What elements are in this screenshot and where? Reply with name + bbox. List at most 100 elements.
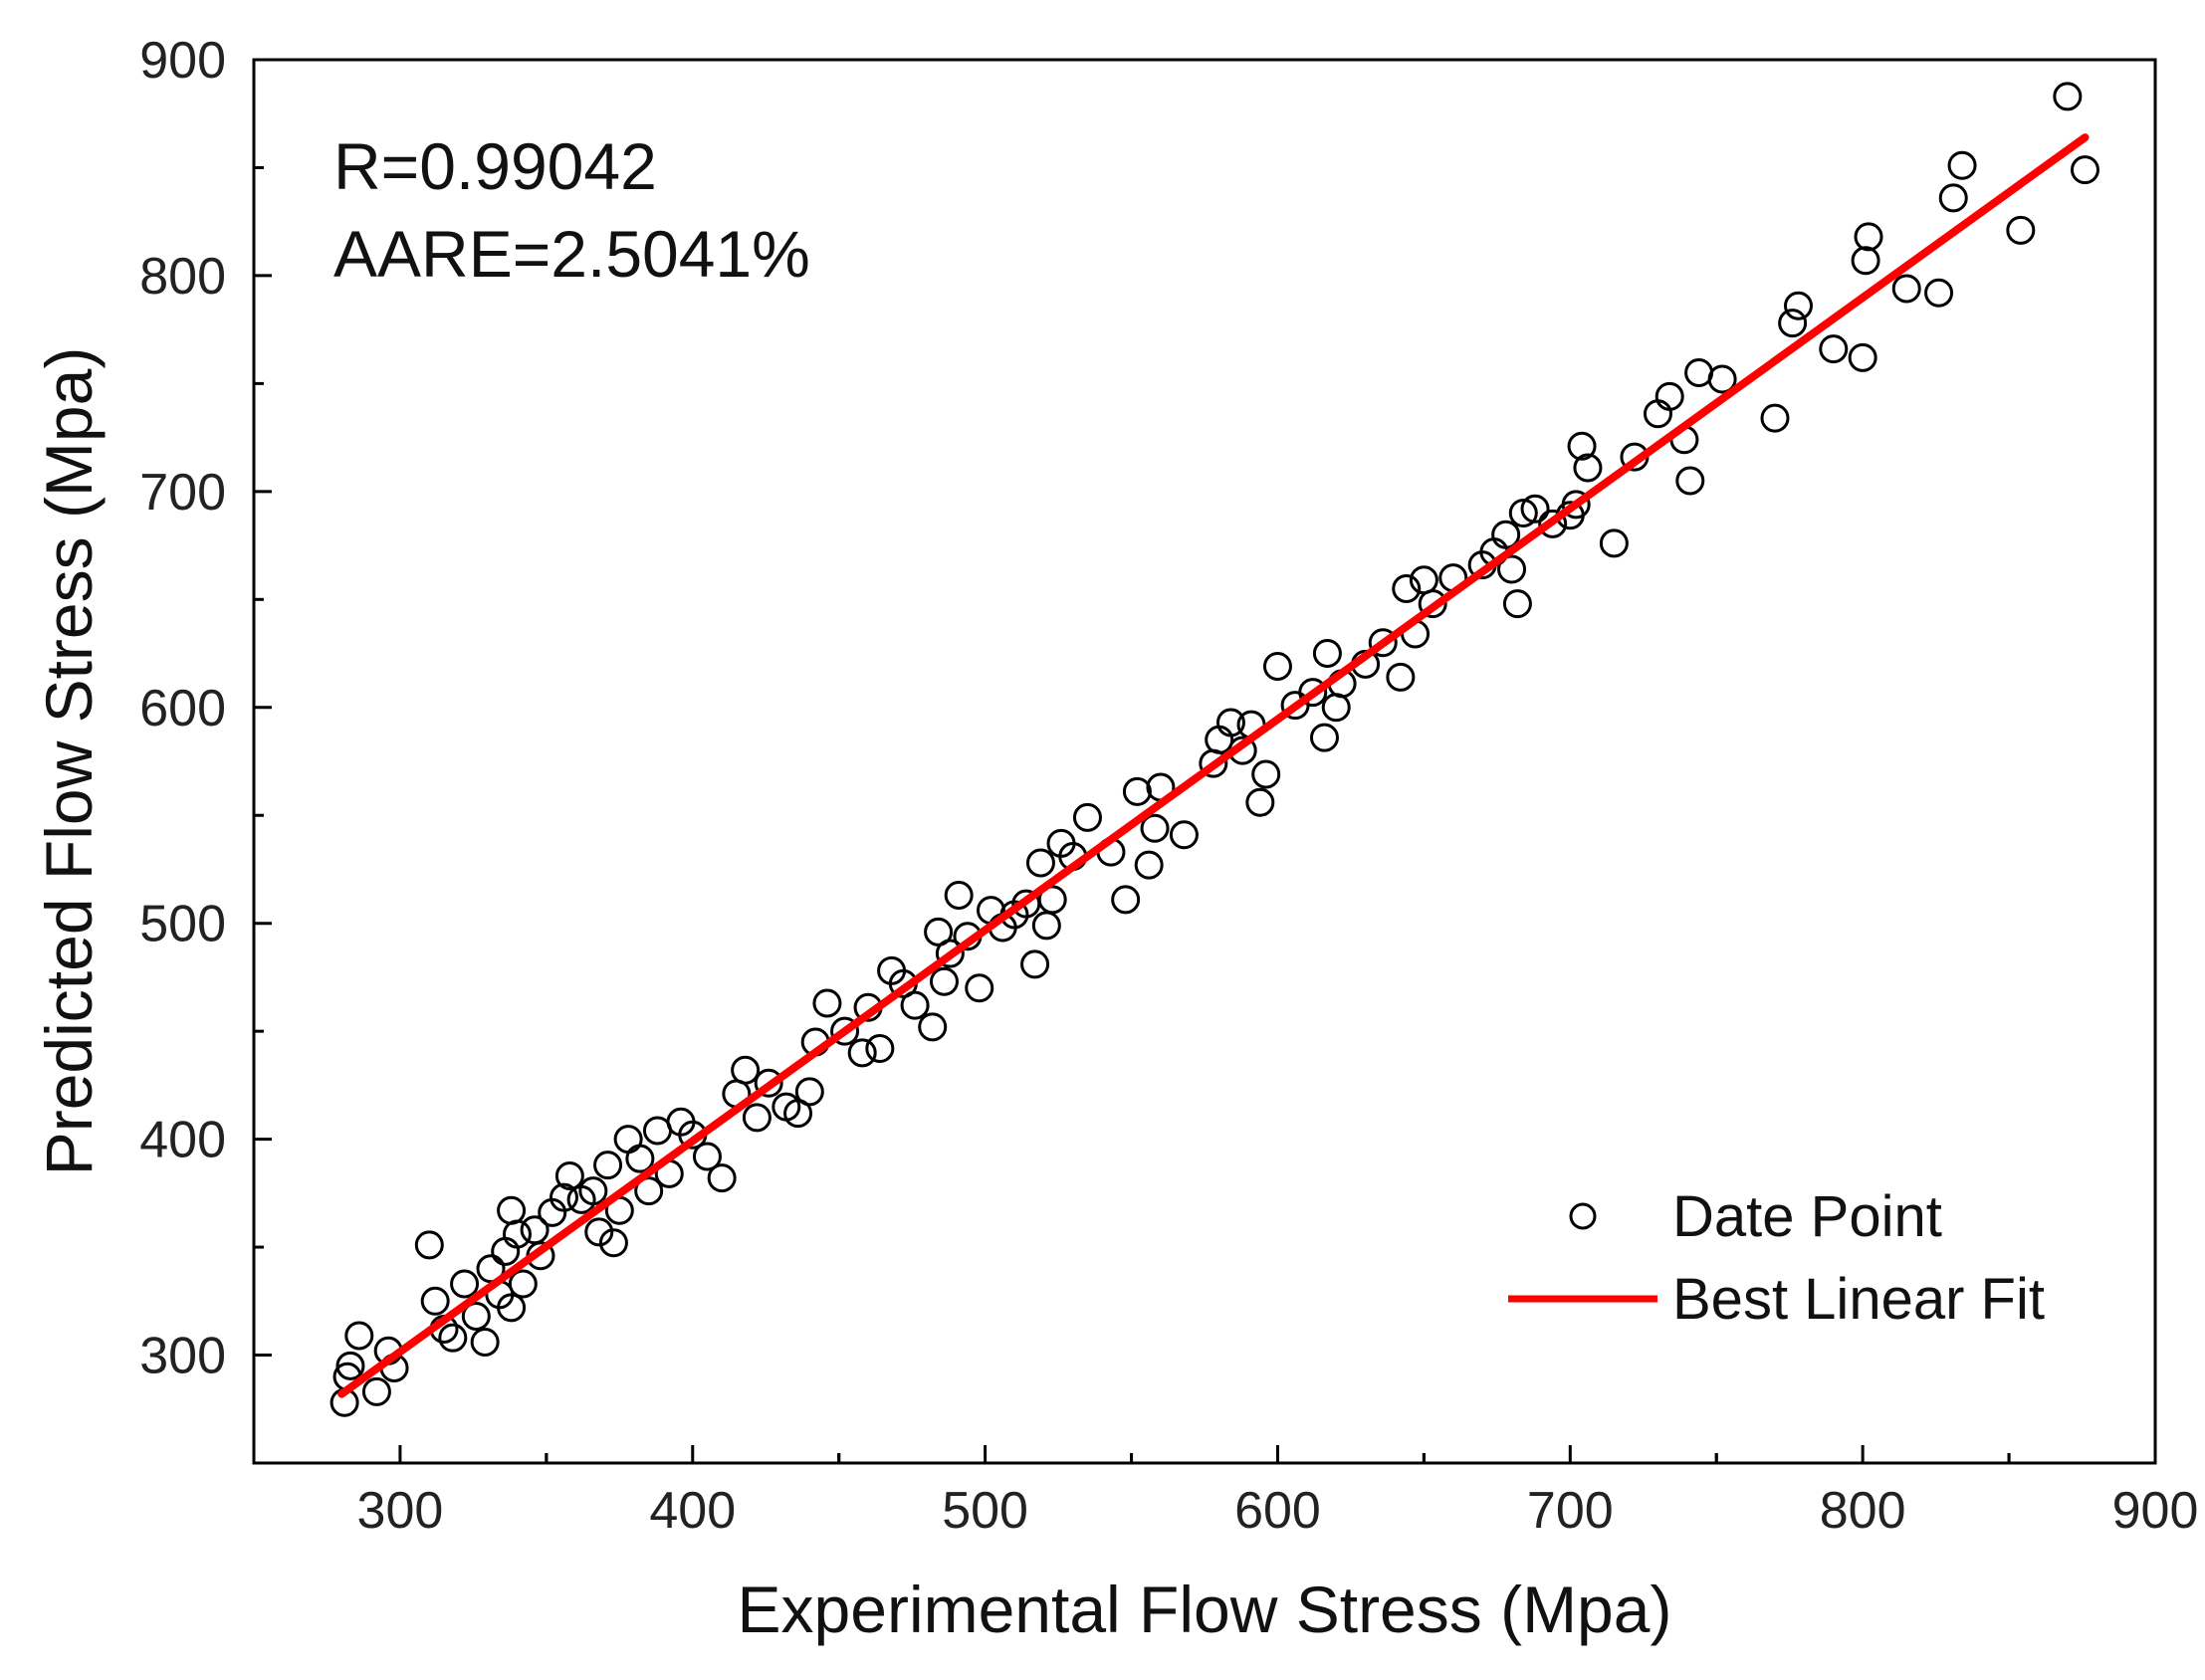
- legend: Date Point Best Linear Fit: [1508, 1184, 2045, 1332]
- data-point: [1854, 222, 1883, 252]
- data-point: [1312, 639, 1342, 669]
- x-axis-title: Experimental Flow Stress (Mpa): [738, 1573, 1672, 1646]
- data-point: [593, 1151, 623, 1180]
- data-point: [549, 1182, 578, 1212]
- data-point: [598, 1228, 628, 1258]
- data-point: [414, 1230, 444, 1260]
- data-point: [865, 1034, 895, 1064]
- data-point: [731, 1055, 761, 1085]
- data-point: [1140, 813, 1170, 843]
- y-tick-label: 400: [139, 1112, 226, 1169]
- data-point: [2006, 215, 2036, 245]
- data-point: [1072, 802, 1102, 832]
- data-point: [1684, 358, 1714, 388]
- data-point: [1169, 820, 1199, 850]
- data-point: [502, 1219, 532, 1249]
- data-point: [344, 1321, 374, 1351]
- data-point: [1368, 628, 1398, 658]
- x-tick-label: 900: [2112, 1482, 2199, 1540]
- data-point: [335, 1351, 365, 1380]
- data-point: [1262, 652, 1292, 682]
- y-tick-label: 800: [139, 248, 226, 306]
- data-point: [1599, 528, 1629, 558]
- data-point: [1502, 589, 1532, 619]
- data-point: [1491, 520, 1521, 549]
- data-point: [1938, 183, 1968, 213]
- x-tick-label: 700: [1527, 1482, 1614, 1540]
- plot-frame: [252, 58, 2157, 1465]
- axis-ticks: 300 400 500 600 700 800 900 300 400 500 600 700 800 9…: [139, 32, 2198, 1540]
- best-linear-fit-line: [337, 133, 2090, 1398]
- data-point: [754, 1068, 783, 1098]
- data-point: [1037, 885, 1067, 915]
- data-point: [1760, 403, 1790, 433]
- legend-label-fit: Best Linear Fit: [1672, 1267, 2045, 1332]
- x-tick-label: 600: [1234, 1482, 1321, 1540]
- x-tick-label: 800: [1820, 1482, 1906, 1540]
- data-point: [929, 966, 959, 996]
- data-point: [1819, 334, 1849, 364]
- data-point: [2053, 82, 2083, 111]
- data-point: [783, 1099, 813, 1129]
- x-tick-label: 500: [942, 1482, 1028, 1540]
- data-point: [1245, 787, 1275, 817]
- data-point: [1025, 848, 1055, 878]
- data-point: [1778, 309, 1808, 338]
- data-point: [450, 1269, 480, 1299]
- data-point: [508, 1269, 538, 1299]
- data-point: [1851, 246, 1880, 276]
- annotation-r: R=0.99042: [333, 129, 657, 203]
- data-point: [554, 1160, 584, 1190]
- y-tick-label: 300: [139, 1328, 226, 1385]
- y-tick-label: 700: [139, 464, 226, 522]
- data-point: [918, 1012, 948, 1042]
- data-point: [1497, 554, 1527, 584]
- data-point: [847, 1038, 877, 1068]
- data-point: [830, 1016, 860, 1046]
- data-point: [470, 1328, 500, 1358]
- y-tick-label: 900: [139, 32, 226, 90]
- data-point: [1675, 466, 1705, 496]
- data-point: [1251, 759, 1281, 789]
- data-point: [461, 1301, 491, 1331]
- fit-line-layer: [337, 133, 2090, 1398]
- data-point: [1924, 278, 1954, 308]
- data-point: [497, 1195, 527, 1225]
- legend-marker-circle: [1569, 1202, 1597, 1230]
- data-points: [330, 82, 2099, 1417]
- x-tick-label: 300: [357, 1482, 444, 1540]
- data-point: [1561, 490, 1591, 520]
- annotation-aare: AARE=2.5041%: [333, 217, 810, 291]
- data-point: [935, 939, 965, 968]
- x-tick-label: 400: [649, 1482, 736, 1540]
- data-point: [1020, 949, 1050, 979]
- data-point: [1418, 589, 1447, 619]
- data-point: [1386, 662, 1416, 692]
- data-point: [900, 990, 930, 1020]
- y-tick-label: 600: [139, 680, 226, 737]
- data-point: [692, 1142, 722, 1171]
- data-point: [1321, 693, 1351, 723]
- data-point: [1309, 723, 1339, 752]
- data-point: [438, 1323, 468, 1353]
- y-tick-label: 500: [139, 896, 226, 953]
- data-point: [1215, 708, 1245, 737]
- data-point: [2070, 155, 2099, 185]
- data-point: [812, 988, 842, 1018]
- data-point: [1520, 494, 1550, 524]
- data-point: [578, 1176, 608, 1206]
- data-point: [1508, 499, 1538, 528]
- data-point: [1111, 885, 1141, 915]
- data-point: [1298, 678, 1328, 708]
- data-point: [965, 973, 994, 1003]
- data-point: [707, 1163, 737, 1193]
- data-point: [1573, 453, 1603, 483]
- data-point: [742, 1103, 772, 1133]
- legend-label-data-point: Date Point: [1672, 1184, 1942, 1249]
- data-point: [634, 1176, 664, 1206]
- data-point: [497, 1293, 527, 1323]
- data-point: [1538, 509, 1568, 538]
- data-point: [1134, 850, 1164, 880]
- data-point: [1031, 911, 1061, 941]
